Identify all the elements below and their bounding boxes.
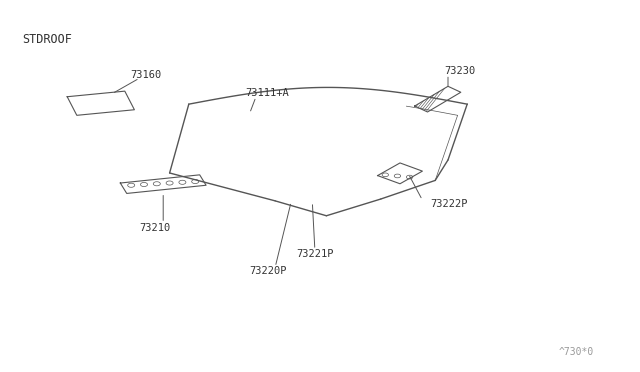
Text: 73222P: 73222P (430, 199, 468, 209)
Text: 73210: 73210 (140, 223, 170, 232)
Text: 73220P: 73220P (249, 266, 286, 276)
Text: STDROOF: STDROOF (22, 33, 72, 45)
Text: 73230: 73230 (444, 67, 475, 76)
Text: ^730*0: ^730*0 (558, 347, 594, 356)
Text: 73160: 73160 (131, 70, 161, 80)
Text: 73221P: 73221P (296, 249, 333, 259)
Text: 73111+A: 73111+A (246, 88, 289, 98)
